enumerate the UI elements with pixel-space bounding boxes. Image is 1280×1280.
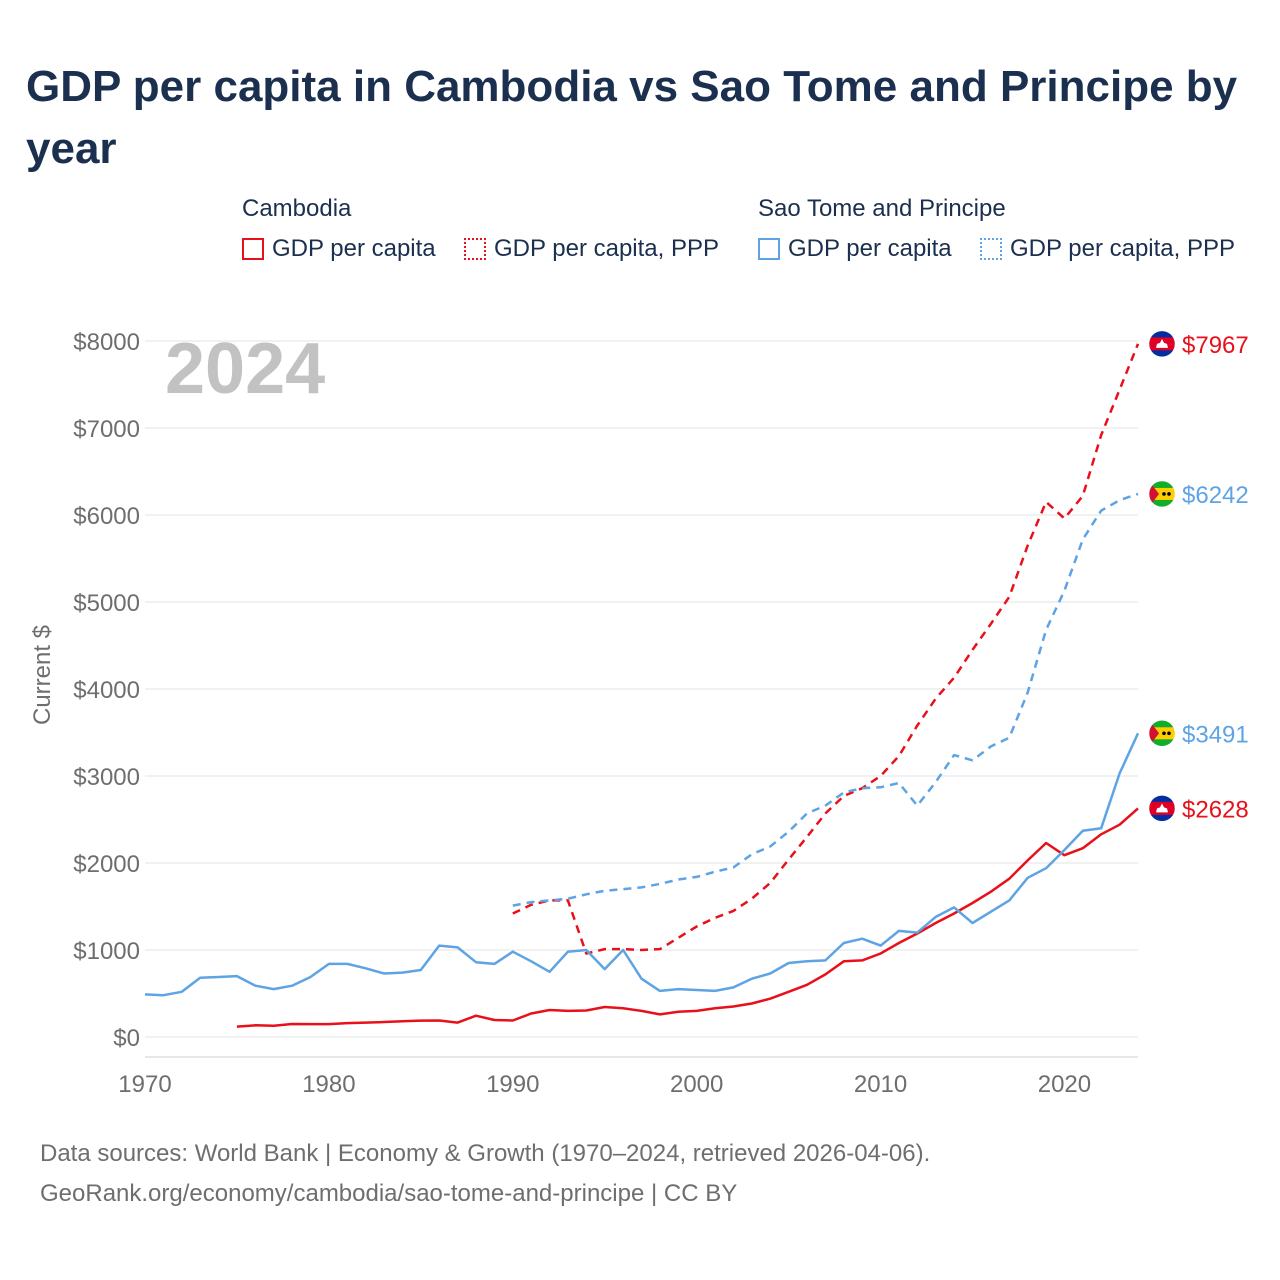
legend-group-sao-tome: Sao Tome and Principe <box>758 195 1006 222</box>
legend-label: GDP per capita, PPP <box>1010 235 1235 262</box>
grid-layer <box>145 340 1138 1038</box>
series-end-label: $3491 <box>1182 721 1249 748</box>
x-tick-label: 1970 <box>118 1071 171 1098</box>
x-tick-label: 1980 <box>302 1071 355 1098</box>
series-end-label: $7967 <box>1182 332 1249 359</box>
end-label-layer: $2628 $7967 $3491 $6242 <box>1148 330 1249 823</box>
x-tick-label: 2000 <box>670 1071 723 1098</box>
legend-swatch-solid-blue <box>758 238 780 260</box>
footer-sources: Data sources: World Bank | Economy & Gro… <box>40 1140 931 1167</box>
y-tick-label: $2000 <box>73 851 140 878</box>
x-tick-label: 1990 <box>486 1071 539 1098</box>
y-tick-label: $7000 <box>73 416 140 443</box>
chart-title: GDP per capita in Cambodia vs Sao Tome a… <box>26 62 1238 173</box>
legend-item-cambodia-gdp-ppp[interactable]: GDP per capita, PPP <box>464 235 719 263</box>
y-tick-label: $0 <box>113 1025 140 1052</box>
y-axis-label: Current $ <box>29 625 56 725</box>
series-line[interactable] <box>144 732 1140 997</box>
x-tick-label: 2020 <box>1038 1071 1091 1098</box>
y-tick-label: $1000 <box>73 938 140 965</box>
series-line[interactable] <box>512 343 1140 955</box>
y-tick-label: $5000 <box>73 590 140 617</box>
x-tick-label: 2010 <box>854 1071 907 1098</box>
legend-group-cambodia: Cambodia <box>242 195 352 222</box>
sao-tome-flag-icon <box>1148 480 1176 508</box>
footer-link[interactable]: GeoRank.org/economy/cambodia/sao-tome-an… <box>40 1180 738 1207</box>
legend-swatch-solid-red <box>242 238 264 260</box>
legend-swatch-dotted-red <box>464 238 486 260</box>
legend-item-cambodia-gdp[interactable]: GDP per capita <box>242 235 436 263</box>
series-end-label: $6242 <box>1182 482 1249 509</box>
y-tick-label: $4000 <box>73 677 140 704</box>
axis-layer: $0 $1000 $2000 $3000 $4000 $5000 $6000 $7000 $80… <box>73 329 1138 1098</box>
series-end-label: $2628 <box>1182 796 1249 823</box>
y-tick-label: $8000 <box>73 329 140 356</box>
series-line[interactable] <box>236 807 1139 1028</box>
legend-item-sao-tome-gdp-ppp[interactable]: GDP per capita, PPP <box>980 235 1235 263</box>
cambodia-flag-icon <box>1148 795 1176 822</box>
legend-label: GDP per capita, PPP <box>494 235 719 262</box>
legend-label: GDP per capita <box>272 235 436 262</box>
legend-item-sao-tome-gdp[interactable]: GDP per capita <box>758 235 952 263</box>
legend-swatch-dotted-blue <box>980 238 1002 260</box>
sao-tome-flag-icon <box>1148 720 1176 747</box>
series-line[interactable] <box>512 492 1139 907</box>
y-tick-label: $6000 <box>73 503 140 530</box>
series-layer <box>144 343 1140 1028</box>
y-tick-label: $3000 <box>73 764 140 791</box>
year-watermark: 2024 <box>165 329 325 409</box>
cambodia-flag-icon <box>1148 330 1176 358</box>
legend-label: GDP per capita <box>788 235 952 262</box>
